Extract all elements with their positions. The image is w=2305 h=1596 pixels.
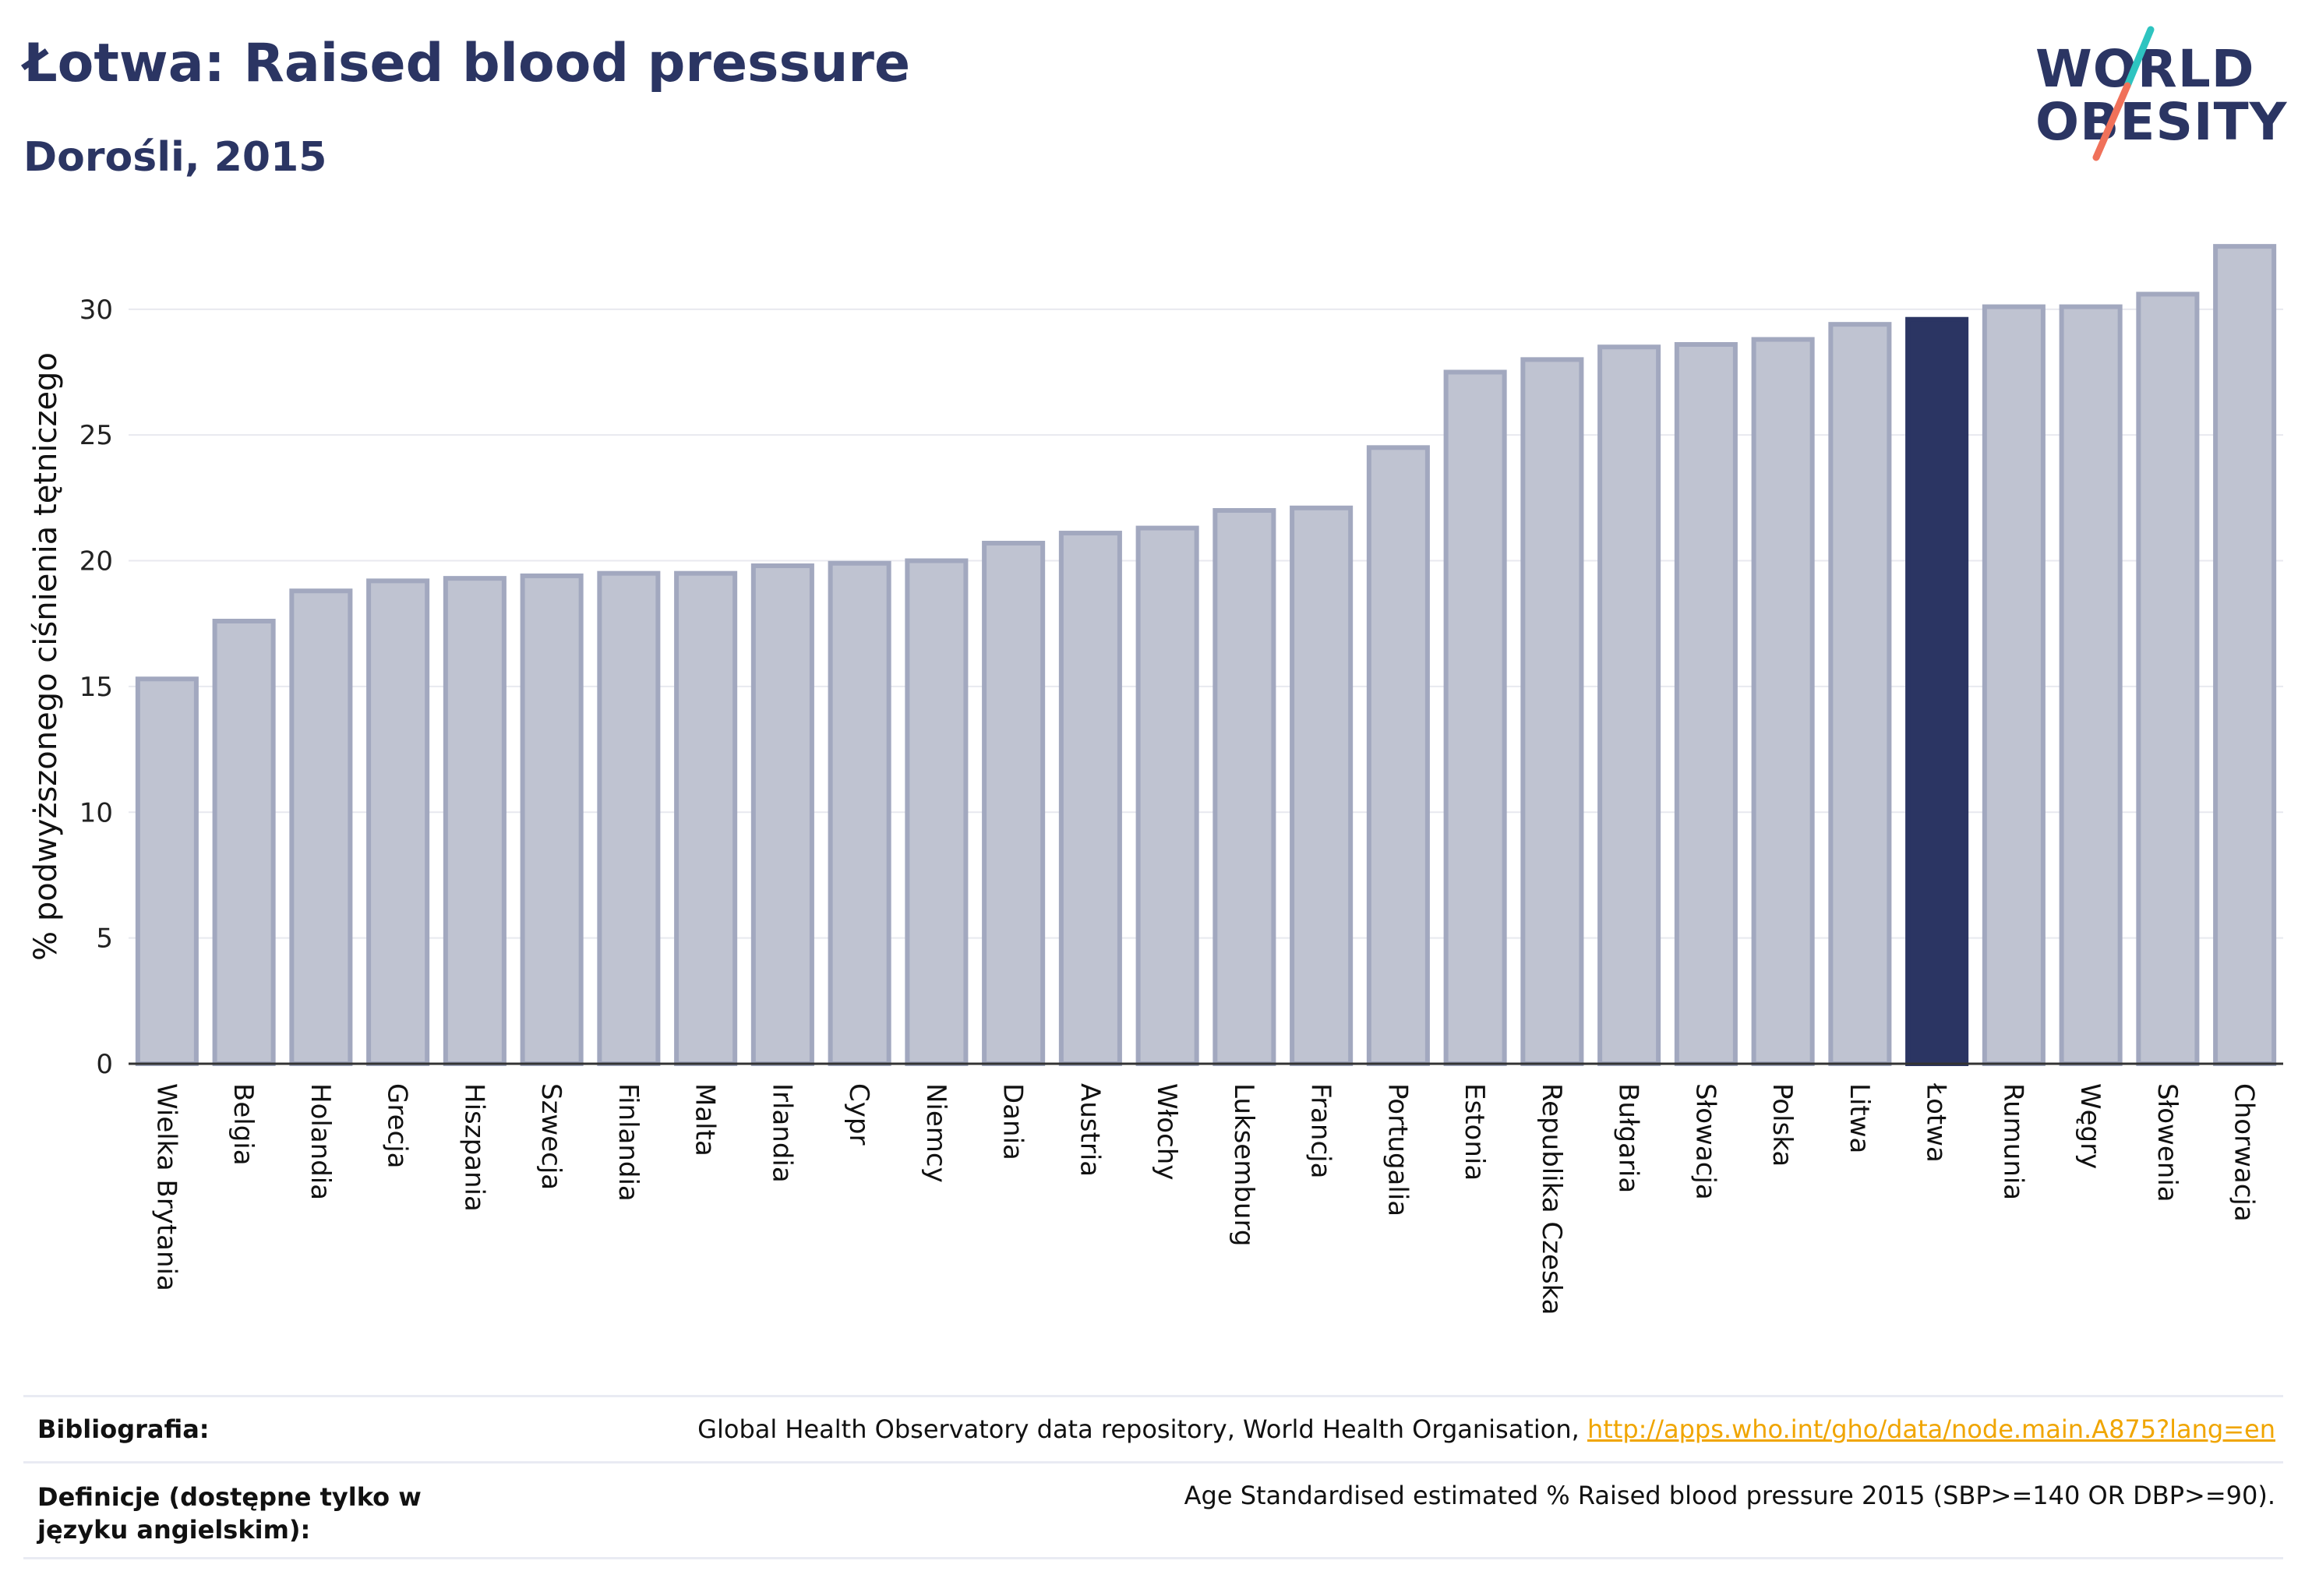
x-tick-label: Słowacja <box>1689 1083 1721 1200</box>
page-subtitle: Dorośli, 2015 <box>23 134 327 181</box>
bibliography-value: Global Health Observatory data repositor… <box>697 1414 2275 1444</box>
bar[interactable] <box>982 540 1046 1066</box>
bar[interactable] <box>366 578 430 1066</box>
bar[interactable] <box>1982 304 2046 1067</box>
bar[interactable] <box>135 676 199 1067</box>
x-tick-label: Bułgaria <box>1613 1083 1644 1193</box>
y-tick-label: 0 <box>96 1049 113 1080</box>
bar[interactable] <box>1674 342 1738 1066</box>
x-tick-label: Grecja <box>382 1083 413 1168</box>
x-tick-label: Belgia <box>228 1083 259 1166</box>
bar[interactable] <box>289 588 353 1066</box>
y-tick-label: 30 <box>79 295 113 326</box>
bibliography-text: Global Health Observatory data repositor… <box>697 1414 1580 1444</box>
bar[interactable] <box>1597 344 1661 1066</box>
bar[interactable] <box>1135 525 1199 1066</box>
bar[interactable] <box>905 558 969 1066</box>
bar[interactable] <box>443 576 507 1066</box>
x-tick-label: Cypr <box>843 1083 874 1145</box>
definitions-label: Definicje (dostępne tylko w języku angie… <box>37 1482 422 1545</box>
bar[interactable] <box>520 573 584 1066</box>
x-tick-label: Irlandia <box>766 1083 797 1183</box>
x-tick-label: Węgry <box>2074 1083 2106 1169</box>
x-tick-label: Austria <box>1074 1083 1105 1177</box>
definitions-row: Definicje (dostępne tylko w języku angie… <box>23 1481 2283 1559</box>
x-tick-label: Holandia <box>305 1083 336 1200</box>
x-tick-label: Republika Czeska <box>1536 1083 1567 1315</box>
x-tick-label: Włochy <box>1151 1083 1182 1180</box>
bar[interactable] <box>597 570 661 1066</box>
x-tick-labels: Wielka Brytania Belgia Holandia Grecja Hiszp… <box>150 1082 2259 1315</box>
x-tick-label: Litwa <box>1844 1083 1875 1153</box>
y-tick-labels: 0 5 10 15 20 25 30 <box>79 295 113 1080</box>
bar[interactable] <box>2213 244 2277 1066</box>
y-tick-label: 5 <box>96 923 113 955</box>
x-tick-label: Słowenia <box>2151 1083 2183 1202</box>
bar[interactable] <box>2059 304 2123 1067</box>
y-axis-label: % podwyższonego ciśnienia tętniczego <box>28 352 64 961</box>
bars <box>135 244 2277 1067</box>
x-tick-label: Niemcy <box>920 1083 951 1183</box>
x-tick-label: Dania <box>997 1083 1029 1160</box>
footer-divider-middle <box>23 1461 2283 1464</box>
x-tick-label: Szwecja <box>535 1083 567 1190</box>
bar[interactable] <box>1828 322 1892 1066</box>
bar[interactable] <box>1520 357 1584 1066</box>
bar[interactable] <box>1751 337 1815 1066</box>
x-tick-label: Wielka Brytania <box>150 1083 182 1291</box>
x-tick-label: Estonia <box>1459 1083 1490 1181</box>
bar[interactable] <box>1290 505 1354 1066</box>
bar[interactable] <box>674 570 738 1066</box>
bar-highlighted[interactable] <box>1905 316 1969 1066</box>
x-tick-label: Portugalia <box>1382 1083 1413 1216</box>
page-title: Łotwa: Raised blood pressure <box>23 33 911 94</box>
y-tick-label: 25 <box>79 420 113 451</box>
bar[interactable] <box>750 563 814 1066</box>
logo-slash-icon <box>2092 26 2155 161</box>
y-tick-label: 20 <box>79 546 113 577</box>
bibliography-label: Bibliografia: <box>37 1414 210 1444</box>
bar[interactable] <box>2136 291 2200 1067</box>
bar[interactable] <box>1443 369 1507 1066</box>
x-tick-label: Malta <box>690 1083 721 1156</box>
bibliography-link[interactable]: http://apps.who.int/gho/data/node.main.A… <box>1587 1414 2275 1444</box>
x-tick-label: Hiszpania <box>458 1083 489 1212</box>
definitions-text: Age Standardised estimated % Raised bloo… <box>1184 1481 2275 1510</box>
logo-line-2: OBESITY <box>2035 92 2288 152</box>
footer-divider-top <box>23 1395 2283 1397</box>
bar[interactable] <box>1366 445 1430 1066</box>
bar-chart: 0 5 10 15 20 25 30 Wielka Brytania Belgia Holand… <box>28 244 2283 1315</box>
bar[interactable] <box>828 560 891 1066</box>
x-tick-label: Rumunia <box>1997 1083 2028 1200</box>
x-tick-label: Polska <box>1767 1083 1798 1167</box>
bar[interactable] <box>1058 531 1122 1066</box>
x-tick-label: Łotwa <box>1921 1082 1952 1163</box>
world-obesity-logo: WORLD OBESITY <box>2026 23 2291 164</box>
x-tick-label: Chorwacja <box>2229 1083 2260 1222</box>
bar[interactable] <box>212 619 276 1066</box>
bar[interactable] <box>1213 508 1276 1066</box>
y-tick-label: 15 <box>79 672 113 703</box>
x-tick-label: Luksemburg <box>1228 1083 1259 1246</box>
x-tick-label: Francja <box>1305 1083 1336 1178</box>
y-tick-label: 10 <box>79 797 113 828</box>
bibliography-row: Bibliografia: Global Health Observatory … <box>23 1414 2283 1453</box>
footer-divider-bottom <box>23 1557 2283 1559</box>
x-tick-label: Finlandia <box>612 1083 644 1202</box>
